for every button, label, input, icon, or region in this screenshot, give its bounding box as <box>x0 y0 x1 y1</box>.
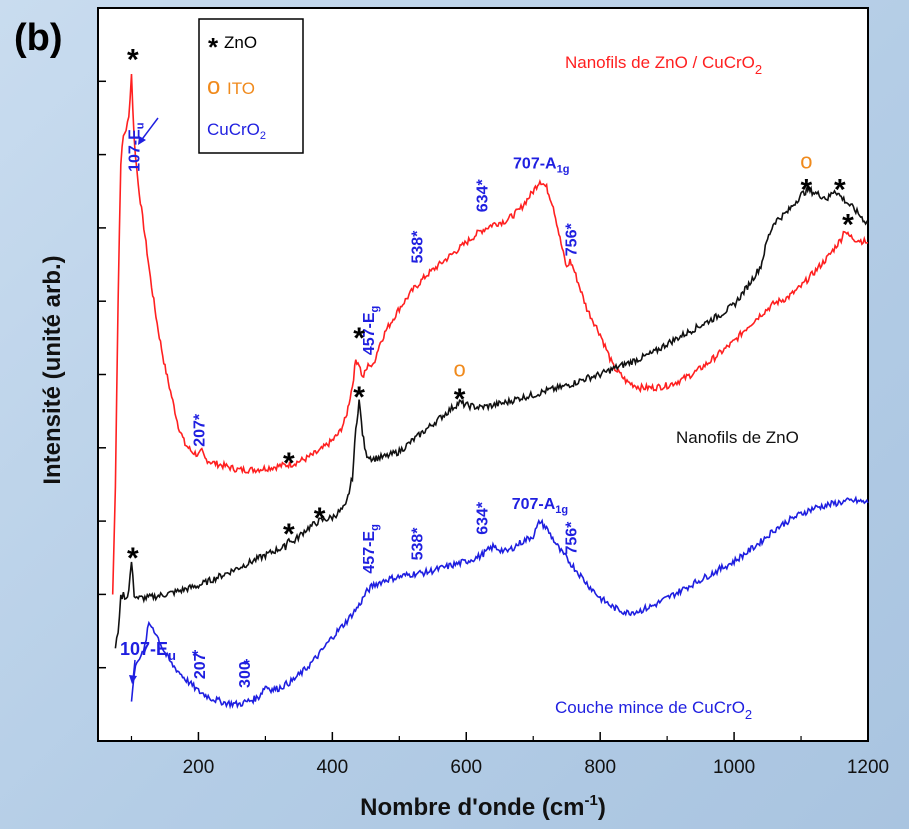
x-axis-title-sup: -1 <box>585 792 598 809</box>
zno-marker: * <box>127 44 139 77</box>
x-axis-title-end: ) <box>598 794 606 821</box>
series-line-1 <box>114 184 869 649</box>
y-axis-title: Intensité (unité arb.) <box>39 255 66 484</box>
peak-label: 538* <box>410 230 427 264</box>
peak-label: 207 <box>192 652 209 679</box>
series-label-blue-sub: 2 <box>745 707 752 722</box>
peak-label: 207* <box>191 413 208 447</box>
series-label-red-main: Nanofils de ZnO / CuCrO <box>565 53 755 72</box>
peak-label: 107-Eu <box>127 122 147 171</box>
peak-label: * <box>192 648 199 665</box>
y-ticks <box>98 80 106 669</box>
series-label-red-sub: 2 <box>755 62 762 77</box>
zno-marker: * <box>283 518 295 551</box>
x-ticks: 200 400 600 800 1000 1200 <box>130 732 889 778</box>
marker-layer: ****** ** ** *oo <box>127 44 854 575</box>
peak-label: 756* <box>564 223 581 257</box>
legend-label-cucro2-sub: 2 <box>260 130 266 142</box>
series-label-blue: Couche mince de CuCrO2 <box>555 698 752 722</box>
x-axis-title-main: Nombre d'onde (cm <box>360 794 584 821</box>
panel-label: (b) <box>14 17 63 59</box>
series-layer <box>111 73 869 710</box>
peak-label: 634* <box>475 501 492 535</box>
peak-label: 457-Eg <box>361 306 381 355</box>
x-axis-title: Nombre d'onde (cm-1) <box>360 792 606 821</box>
series-label-red: Nanofils de ZnO / CuCrO2 <box>565 53 762 77</box>
zno-marker: * <box>834 173 846 206</box>
x-tick-label: 400 <box>316 757 348 778</box>
legend-label-ito: ITO <box>227 79 255 98</box>
zno-marker: * <box>353 322 365 355</box>
ito-marker: o <box>453 357 465 382</box>
legend-symbol-zno: * <box>208 32 219 62</box>
peak-label: 300 <box>237 661 254 688</box>
x-tick-label: 1000 <box>713 757 755 778</box>
x-tick-label: 800 <box>584 757 616 778</box>
x-tick-label: 1200 <box>847 757 889 778</box>
legend-box <box>198 18 304 154</box>
legend-label-zno: ZnO <box>224 33 257 52</box>
eu-arrow-red-head <box>138 136 146 145</box>
legend-label-cucro2-main: CuCrO <box>207 120 260 139</box>
zno-marker: * <box>842 209 854 242</box>
eu-arrow-blue-head <box>129 675 137 684</box>
series-line-0 <box>111 73 869 595</box>
legend: * ZnO o ITO CuCrO2 <box>198 18 304 154</box>
peak-label: 707-A1g <box>512 496 568 516</box>
zno-marker: * <box>127 542 139 575</box>
x-tick-label: 600 <box>450 757 482 778</box>
peak-label: 634* <box>475 179 492 213</box>
zno-marker: * <box>283 447 295 480</box>
zno-marker: * <box>353 381 365 414</box>
series-label-black: Nanofils de ZnO <box>676 428 799 447</box>
zno-marker: * <box>801 173 813 206</box>
zno-marker: * <box>314 502 326 535</box>
ito-marker: o <box>800 148 812 173</box>
legend-symbol-ito: o <box>207 73 220 100</box>
eu-arrow-red <box>139 117 159 143</box>
legend-label-cucro2: CuCrO2 <box>207 120 266 142</box>
peak-label: 538* <box>410 527 427 561</box>
peak-label: 457-Eg <box>361 524 381 573</box>
x-tick-label: 200 <box>183 757 215 778</box>
peak-label: * <box>244 657 251 674</box>
series-label-blue-main: Couche mince de CuCrO <box>555 698 745 717</box>
peak-label: 707-A1g <box>513 155 569 175</box>
series-line-2 <box>130 495 869 710</box>
peak-label: 756* <box>564 521 581 555</box>
zno-marker: * <box>454 383 466 416</box>
